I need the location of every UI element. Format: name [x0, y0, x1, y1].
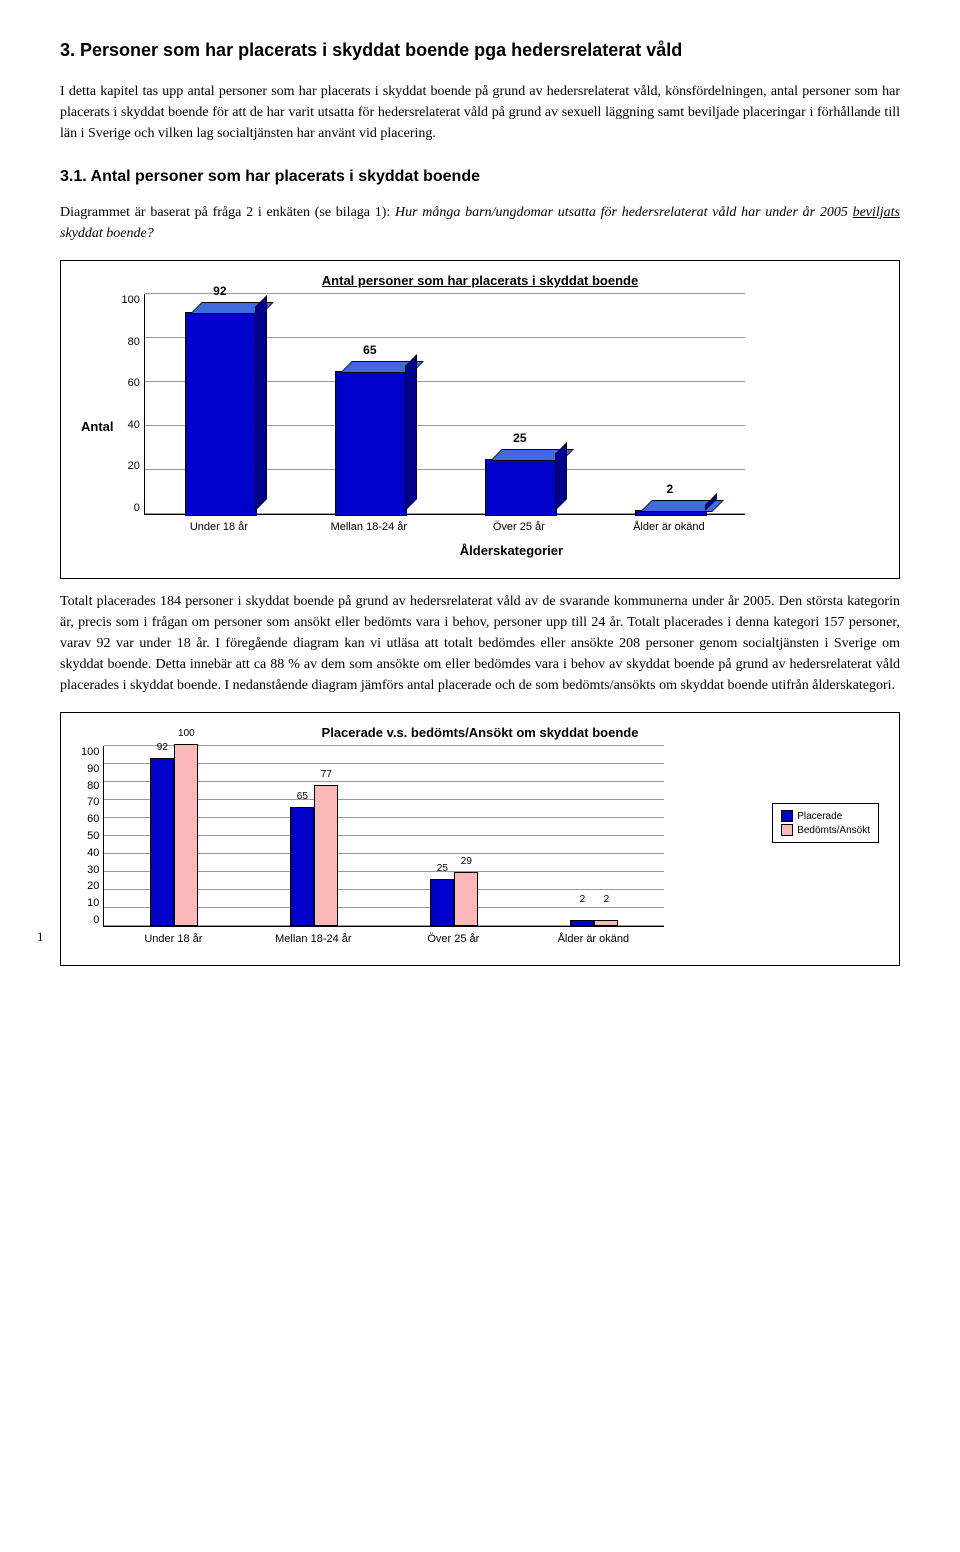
chart2-x-labels: Under 18 årMellan 18-24 årÖver 25 årÅlde… [103, 933, 663, 945]
chart1-container: Antal personer som har placerats i skydd… [60, 260, 900, 579]
chart2-bar-value: 77 [321, 769, 332, 780]
chart2-ytick: 0 [93, 914, 99, 926]
chart2-ytick: 70 [87, 796, 99, 808]
chart1-plot: 92 65 25 2 [144, 294, 745, 515]
chart1-bar-value: 92 [213, 284, 226, 298]
chart1-ytick: 80 [128, 336, 140, 348]
chart2-group: 6577 [290, 785, 338, 926]
chart2-ytick: 90 [87, 763, 99, 775]
chart1-bar: 65 [335, 371, 405, 514]
chart2-legend-swatch [781, 810, 793, 822]
chart2-plot: 921006577252922 [103, 746, 664, 927]
sub-para-underline: beviljats [853, 205, 900, 220]
chart1-bar-value: 2 [667, 482, 674, 496]
sub-para-italic: Hur många barn/ungdomar utsatta för hede… [395, 205, 853, 220]
chart1-x-label: Ålder är okänd [594, 521, 744, 533]
chart2-bar [570, 920, 594, 926]
chart1-bar: 2 [635, 510, 705, 514]
chart2-ytick: 50 [87, 830, 99, 842]
chart1-x-labels: Under 18 årMellan 18-24 årÖver 25 årÅlde… [144, 521, 744, 533]
chart2-ytick: 40 [87, 847, 99, 859]
chart2-bar-value: 29 [461, 856, 472, 867]
chart2-legend: Placerade Bedömts/Ansökt [772, 803, 879, 843]
chart2-group: 22 [570, 910, 618, 926]
chart2-bar [430, 879, 454, 926]
chart2-x-label: Mellan 18-24 år [243, 933, 383, 945]
chart2-group: 92100 [150, 744, 198, 926]
sub-para-lead: Diagrammet är baserat på fråga 2 i enkät… [60, 205, 395, 220]
chart2-bar [150, 758, 174, 926]
chart2-legend-row: Placerade [781, 810, 870, 822]
chart1-x-label: Över 25 år [444, 521, 594, 533]
chart2-ytick: 100 [81, 746, 99, 758]
chart2-x-label: Över 25 år [383, 933, 523, 945]
chart2-bar [314, 785, 338, 926]
chart1-x-label: Under 18 år [144, 521, 294, 533]
chart2-bar [290, 807, 314, 926]
chart2-bar-value: 100 [178, 728, 195, 739]
chart1-ytick: 20 [128, 460, 140, 472]
chart1-ytick: 40 [128, 419, 140, 431]
chart1-bar: 92 [185, 312, 255, 514]
chart2-bar-value: 2 [604, 894, 610, 905]
chart2-bar-value: 25 [437, 863, 448, 874]
chart1-y-axis: 100 80 60 40 20 0 [122, 294, 144, 514]
section-title: 3. Personer som har placerats i skyddat … [60, 40, 900, 61]
chart1-gridline [145, 293, 745, 294]
chart2-ytick: 10 [87, 897, 99, 909]
chart2-bar-value: 2 [580, 894, 586, 905]
chart2-legend-label: Bedömts/Ansökt [797, 825, 870, 836]
chart2-container: Placerade v.s. bedömts/Ansökt om skyddat… [60, 712, 900, 966]
page-number: 1 [37, 929, 44, 945]
subsection-title: 3.1. Antal personer som har placerats i … [60, 168, 900, 186]
chart1-x-label: Mellan 18-24 år [294, 521, 444, 533]
chart2-legend-label: Placerade [797, 811, 842, 822]
chart2-x-label: Under 18 år [103, 933, 243, 945]
chart2-ytick: 80 [87, 780, 99, 792]
chart2-bar-value: 65 [297, 791, 308, 802]
chart1-y-label: Antal [81, 419, 114, 434]
chart2-ytick: 20 [87, 880, 99, 892]
chart2-bar-value: 92 [157, 742, 168, 753]
chart2-legend-swatch [781, 824, 793, 836]
subsection-paragraph: Diagrammet är baserat på fråga 2 i enkät… [60, 202, 900, 244]
body-paragraph: Totalt placerades 184 personer i skyddat… [60, 591, 900, 696]
chart1-bar-value: 25 [513, 431, 526, 445]
chart2-bar [594, 920, 618, 926]
chart1-ytick: 60 [128, 377, 140, 389]
chart1-title: Antal personer som har placerats i skydd… [81, 273, 879, 288]
chart2-group: 2529 [430, 872, 478, 926]
intro-paragraph: I detta kapitel tas upp antal personer s… [60, 81, 900, 144]
sub-para-tail: skyddat boende? [60, 226, 154, 241]
chart1-bar: 25 [485, 459, 555, 514]
chart2-title: Placerade v.s. bedömts/Ansökt om skyddat… [81, 725, 879, 740]
chart1-x-axis-title: Ålderskategorier [144, 543, 879, 558]
chart2-legend-row: Bedömts/Ansökt [781, 824, 870, 836]
chart2-y-axis: 1009080706050403020100 [81, 746, 103, 926]
chart1-ytick: 100 [122, 294, 140, 306]
chart1-ytick: 0 [134, 502, 140, 514]
chart2-x-label: Ålder är okänd [523, 933, 663, 945]
chart2-ytick: 60 [87, 813, 99, 825]
chart2-ytick: 30 [87, 864, 99, 876]
chart2-bar [174, 744, 198, 926]
chart2-bar [454, 872, 478, 926]
chart1-bar-value: 65 [363, 343, 376, 357]
